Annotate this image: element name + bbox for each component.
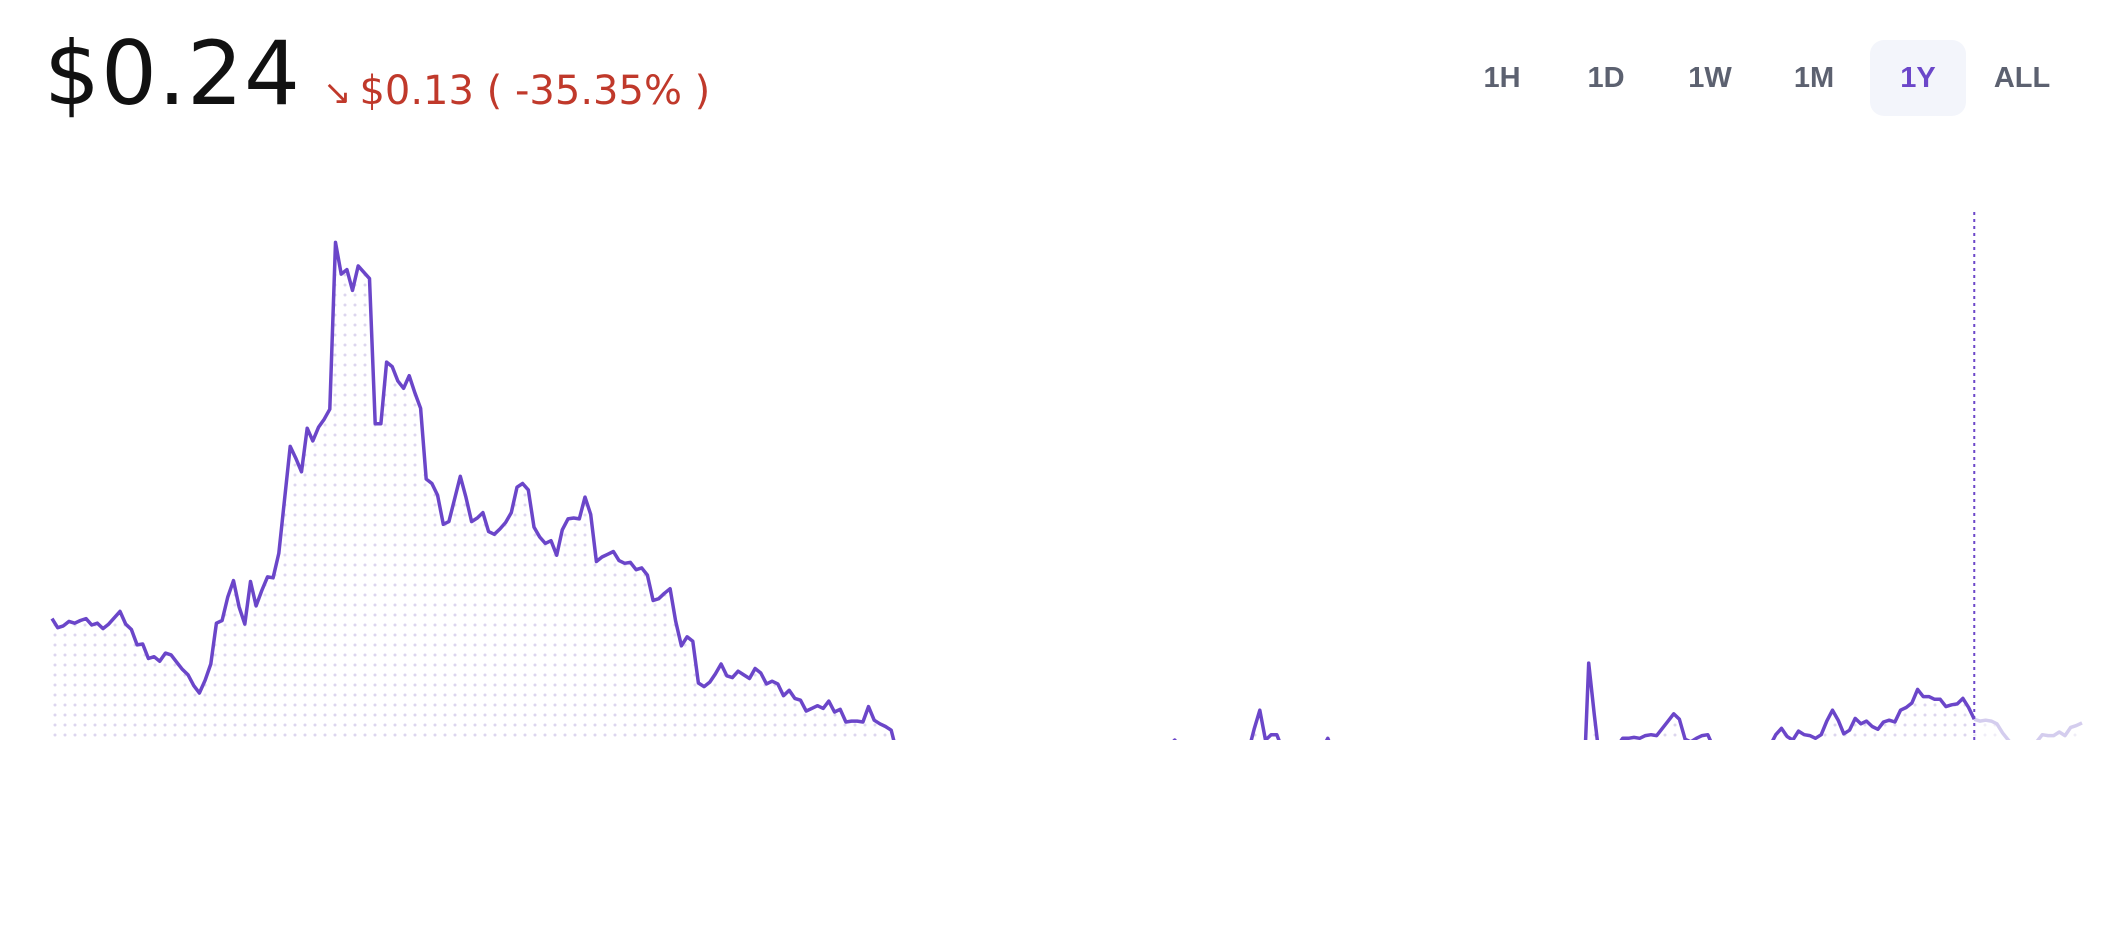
time-range-selector: 1H 1D 1W 1M 1Y ALL	[1454, 40, 2070, 116]
range-button-1w[interactable]: 1W	[1688, 61, 1732, 94]
range-button-1m[interactable]: 1M	[1793, 61, 1835, 94]
price-area-fill	[52, 242, 1975, 740]
change-amount: $0.13	[359, 68, 474, 114]
future-line	[1973, 717, 2083, 740]
change-percent: -35.35%	[515, 68, 682, 114]
range-button-1d[interactable]: 1D	[1587, 61, 1625, 94]
price-chart: Oct 21Dec 9Jan 26Mar 16May 4Jun 21Aug 9S…	[50, 212, 2083, 740]
change-percent-close: )	[681, 68, 711, 114]
range-button-1h[interactable]: 1H	[1483, 61, 1521, 94]
current-price: $0.24	[44, 22, 301, 125]
price-line	[50, 240, 1976, 740]
price-change: ↘ $0.13 ( -35.35% )	[323, 68, 710, 114]
range-button-1y[interactable]: 1Y	[1870, 40, 1966, 116]
change-percent-open: (	[473, 68, 515, 114]
range-button-all[interactable]: ALL	[1993, 61, 2051, 94]
price-header: $0.24 ↘ $0.13 ( -35.35% )	[44, 22, 710, 125]
arrow-down-right-icon: ↘	[322, 73, 352, 113]
